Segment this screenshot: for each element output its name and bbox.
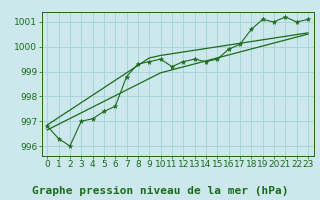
Text: Graphe pression niveau de la mer (hPa): Graphe pression niveau de la mer (hPa) — [32, 186, 288, 196]
